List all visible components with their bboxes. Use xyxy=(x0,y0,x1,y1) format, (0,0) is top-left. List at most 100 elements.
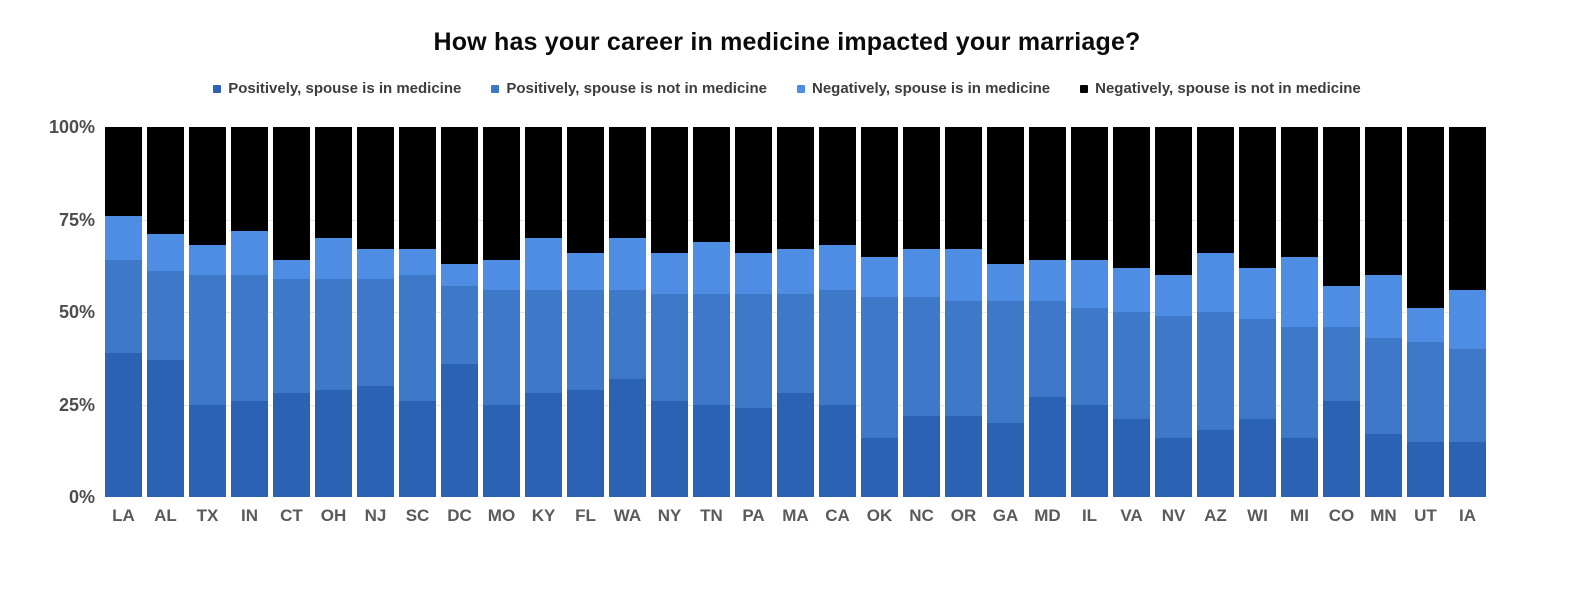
bar-segment xyxy=(441,363,478,497)
bar-segment xyxy=(441,127,478,264)
bar-co xyxy=(1323,127,1360,497)
bar-ok xyxy=(861,127,898,497)
legend: Positively, spouse is in medicine Positiv… xyxy=(0,80,1574,97)
y-tick-label: 100% xyxy=(48,117,95,137)
bar-segment xyxy=(1407,308,1444,342)
bar-segment xyxy=(861,127,898,257)
bar-segment xyxy=(567,389,604,497)
bar-segment xyxy=(903,297,940,416)
bar-az xyxy=(1197,127,1234,497)
bar-segment xyxy=(399,127,436,250)
bar-segment xyxy=(945,300,982,416)
bar-segment xyxy=(735,127,772,253)
x-tick-label-ny: NY xyxy=(657,506,682,525)
bar-segment xyxy=(315,389,352,497)
bar-segment xyxy=(1281,437,1318,497)
chart-title: How has your career in medicine impacted… xyxy=(433,28,1141,56)
bar-segment xyxy=(1323,286,1360,327)
bar-segment xyxy=(1407,341,1444,442)
bar-segment xyxy=(567,127,604,253)
x-tick-label-mi: MI xyxy=(1290,506,1309,525)
bar-segment xyxy=(735,252,772,294)
bar-segment xyxy=(651,293,688,401)
bar-segment xyxy=(651,252,688,294)
bar-segment xyxy=(1239,267,1276,320)
bar-segment xyxy=(1197,252,1234,313)
bar-segment xyxy=(483,404,520,497)
bar-segment xyxy=(903,415,940,497)
bar-fl xyxy=(567,127,604,497)
bar-segment xyxy=(777,393,814,497)
x-tick-label-az: AZ xyxy=(1204,506,1227,525)
y-tick-label: 50% xyxy=(58,302,95,322)
bar-la xyxy=(105,127,142,497)
legend-label: Positively, spouse is in medicine xyxy=(228,80,462,97)
bar-segment xyxy=(1113,267,1150,313)
x-tick-label-dc: DC xyxy=(447,506,472,525)
bar-segment xyxy=(273,127,310,261)
x-tick-label-mo: MO xyxy=(487,506,516,525)
x-axis: LA AL TX IN CT OH NJ SC DC MO KY FL WA NY TN PA MA CA OK NC… xyxy=(105,506,1486,526)
x-tick-label-nv: NV xyxy=(1161,506,1186,525)
bar-segment xyxy=(1365,127,1402,276)
y-tick-label: 0% xyxy=(68,487,95,507)
bar-segment xyxy=(861,256,898,298)
bar-segment xyxy=(609,127,646,239)
bar-segment xyxy=(651,400,688,497)
bar-ut xyxy=(1407,127,1444,497)
bar-segment xyxy=(945,127,982,250)
bar-segment xyxy=(147,127,184,235)
legend-swatch-icon xyxy=(1080,84,1089,93)
x-tick-label-ma: MA xyxy=(782,506,809,525)
bar-segment xyxy=(399,275,436,401)
bar-wi xyxy=(1239,127,1276,497)
bar-segment xyxy=(1155,437,1192,497)
x-tick-label-al: AL xyxy=(154,506,177,525)
x-tick-label-ia: IA xyxy=(1459,506,1476,525)
bar-segment xyxy=(315,278,352,390)
x-tick-label-il: IL xyxy=(1081,506,1098,525)
x-tick-label-ky: KY xyxy=(531,506,556,525)
bar-segment xyxy=(1407,127,1444,309)
bar-segment xyxy=(483,289,520,405)
bar-segment xyxy=(525,289,562,394)
bar-segment xyxy=(819,404,856,497)
x-tick-label-tx: TX xyxy=(196,506,219,525)
x-tick-label-or: OR xyxy=(950,506,977,525)
legend-swatch-icon xyxy=(796,84,805,93)
bar-segment xyxy=(147,234,184,272)
bar-ca xyxy=(819,127,856,497)
bar-segment xyxy=(693,127,730,242)
bar-segment xyxy=(1029,260,1066,301)
bar-segment xyxy=(693,241,730,294)
bar-in xyxy=(231,127,268,497)
bar-segment xyxy=(1365,337,1402,435)
bar-segment xyxy=(1197,312,1234,431)
bar-ky xyxy=(525,127,562,497)
bar-segment xyxy=(1029,300,1066,398)
bar-wa xyxy=(609,127,646,497)
x-tick-label-va: VA xyxy=(1120,506,1143,525)
bar-segment xyxy=(315,238,352,279)
x-tick-label-md: MD xyxy=(1034,506,1061,525)
bar-segment xyxy=(231,230,268,276)
bar-segment xyxy=(735,293,772,409)
bar-segment xyxy=(315,127,352,239)
x-tick-label-ga: GA xyxy=(992,506,1019,525)
bar-segment xyxy=(441,286,478,364)
bar-nj xyxy=(357,127,394,497)
bar-segment xyxy=(105,352,142,497)
bar-ia xyxy=(1449,127,1486,497)
bar-segment xyxy=(273,260,310,279)
legend-label: Negatively, spouse is in medicine xyxy=(811,80,1051,97)
bar-mi xyxy=(1281,127,1318,497)
bar-or xyxy=(945,127,982,497)
x-tick-label-in: IN xyxy=(241,506,258,525)
bar-segment xyxy=(147,360,184,497)
bar-pa xyxy=(735,127,772,497)
bar-segment xyxy=(1071,404,1108,497)
bar-segment xyxy=(777,249,814,294)
bar-mo xyxy=(483,127,520,497)
bar-nc xyxy=(903,127,940,497)
bar-segment xyxy=(735,408,772,497)
